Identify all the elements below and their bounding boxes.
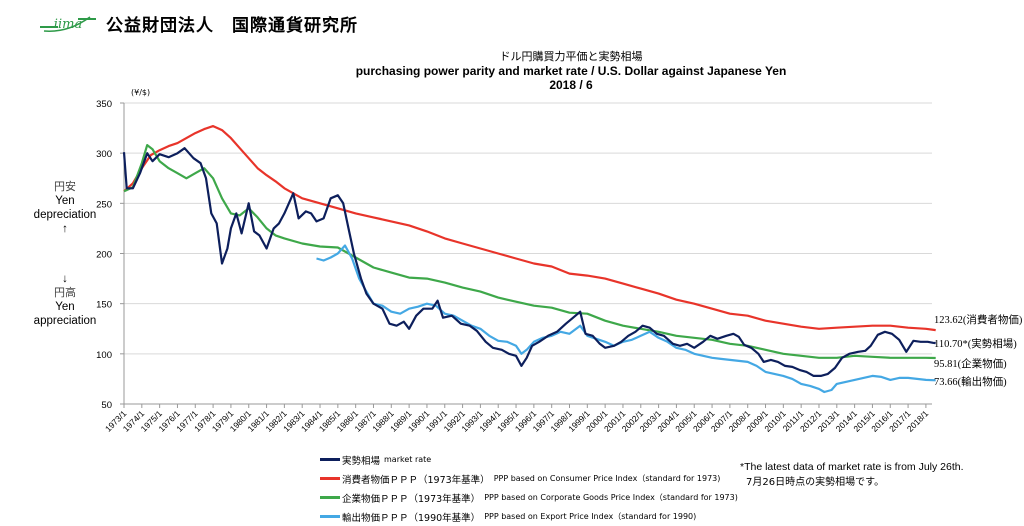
footnote: *The latest data of market rate is from … (740, 460, 964, 490)
organization-name: 公益財団法人 国際通貨研究所 (106, 15, 358, 36)
y-unit-label: (¥/$) (131, 88, 151, 97)
appreciation-label: ↓ 円高 Yen appreciation (20, 272, 110, 328)
appreciation-en1: Yen (55, 301, 75, 313)
legend-en: PPP based on Consumer Price Index（standa… (493, 474, 721, 483)
y-tick-label: 100 (96, 350, 112, 361)
header: iima 公益財団法人 国際通貨研究所 (38, 8, 358, 38)
series-export-ppp (316, 244, 936, 394)
depreciation-en2: depreciation (33, 209, 97, 221)
x-axis: 1973/11974/11975/11976/11977/11978/11979… (103, 103, 932, 434)
legend: 実勢相場 market rate 消費者物価ＰＰＰ（1973年基準） PPP b… (320, 450, 738, 526)
end-label-cpi: 123.62(消費者物価) (934, 315, 1023, 326)
legend-swatch-export (320, 515, 340, 518)
gridlines (124, 102, 932, 355)
legend-jp: 実勢相場 (342, 455, 381, 467)
end-label-market: 110.70*(実勢相場) (934, 339, 1017, 350)
legend-en: market rate (384, 455, 432, 464)
depreciation-jp: 円安 (54, 180, 76, 193)
footnote-jp: 7月26日時点の実勢相場です。 (746, 477, 885, 488)
end-label-export: 73.66(輸出物価) (934, 377, 1007, 388)
y-tick-labels: 50 100 150 200 250 300 350 (96, 99, 124, 411)
legend-en: PPP based on Corporate Goods Price Index… (484, 493, 738, 502)
chart-titles: ドル円購買力平価と実勢相場 purchasing power parity an… (0, 50, 1024, 92)
y-tick-label: 50 (101, 400, 112, 411)
depreciation-label: 円安 Yen depreciation ↑ (20, 180, 110, 236)
logo-icon: iima (40, 16, 96, 32)
series-market-rate (122, 147, 936, 377)
legend-item-corporate: 企業物価ＰＰＰ（1973年基準） PPP based on Corporate … (320, 488, 738, 507)
chart-title-jp: ドル円購買力平価と実勢相場 (499, 50, 643, 63)
appreciation-jp: 円高 (54, 286, 76, 299)
legend-item-export: 輸出物価ＰＰＰ（1990年基準） PPP based on Export Pri… (320, 507, 738, 526)
legend-swatch-cpi (320, 477, 340, 480)
up-arrow-icon: ↑ (62, 223, 68, 235)
footnote-en: *The latest data of market rate is from … (740, 461, 964, 473)
series-lines (122, 124, 936, 394)
logo-text: iima (54, 17, 82, 32)
chart-subtitle: 2018 / 6 (549, 78, 593, 92)
series-corporate-ppp (123, 144, 936, 360)
legend-jp: 消費者物価ＰＰＰ（1973年基準） (342, 474, 490, 486)
series-cpi-ppp (123, 124, 936, 332)
iima-logo: iima (38, 11, 98, 35)
y-tick-label: 150 (96, 300, 112, 311)
down-arrow-icon: ↓ (62, 273, 68, 285)
legend-item-cpi: 消費者物価ＰＰＰ（1973年基準） PPP based on Consumer … (320, 469, 738, 488)
depreciation-en1: Yen (55, 195, 75, 207)
legend-swatch-market (320, 458, 340, 461)
legend-en: PPP based on Export Price Index（standard… (484, 512, 697, 521)
y-tick-label: 200 (96, 250, 112, 261)
legend-swatch-corporate (320, 496, 340, 499)
y-tick-label: 350 (96, 99, 112, 110)
legend-jp: 輸出物価ＰＰＰ（1990年基準） (342, 512, 481, 524)
legend-jp: 企業物価ＰＰＰ（1973年基準） (342, 493, 481, 505)
end-label-corporate: 95.81(企業物価) (934, 359, 1007, 370)
appreciation-en2: appreciation (33, 315, 97, 327)
y-tick-label: 250 (96, 199, 112, 210)
y-tick-label: 300 (96, 149, 112, 160)
legend-item-market: 実勢相場 market rate (320, 450, 738, 469)
chart-title: purchasing power parity and market rate … (355, 64, 787, 78)
